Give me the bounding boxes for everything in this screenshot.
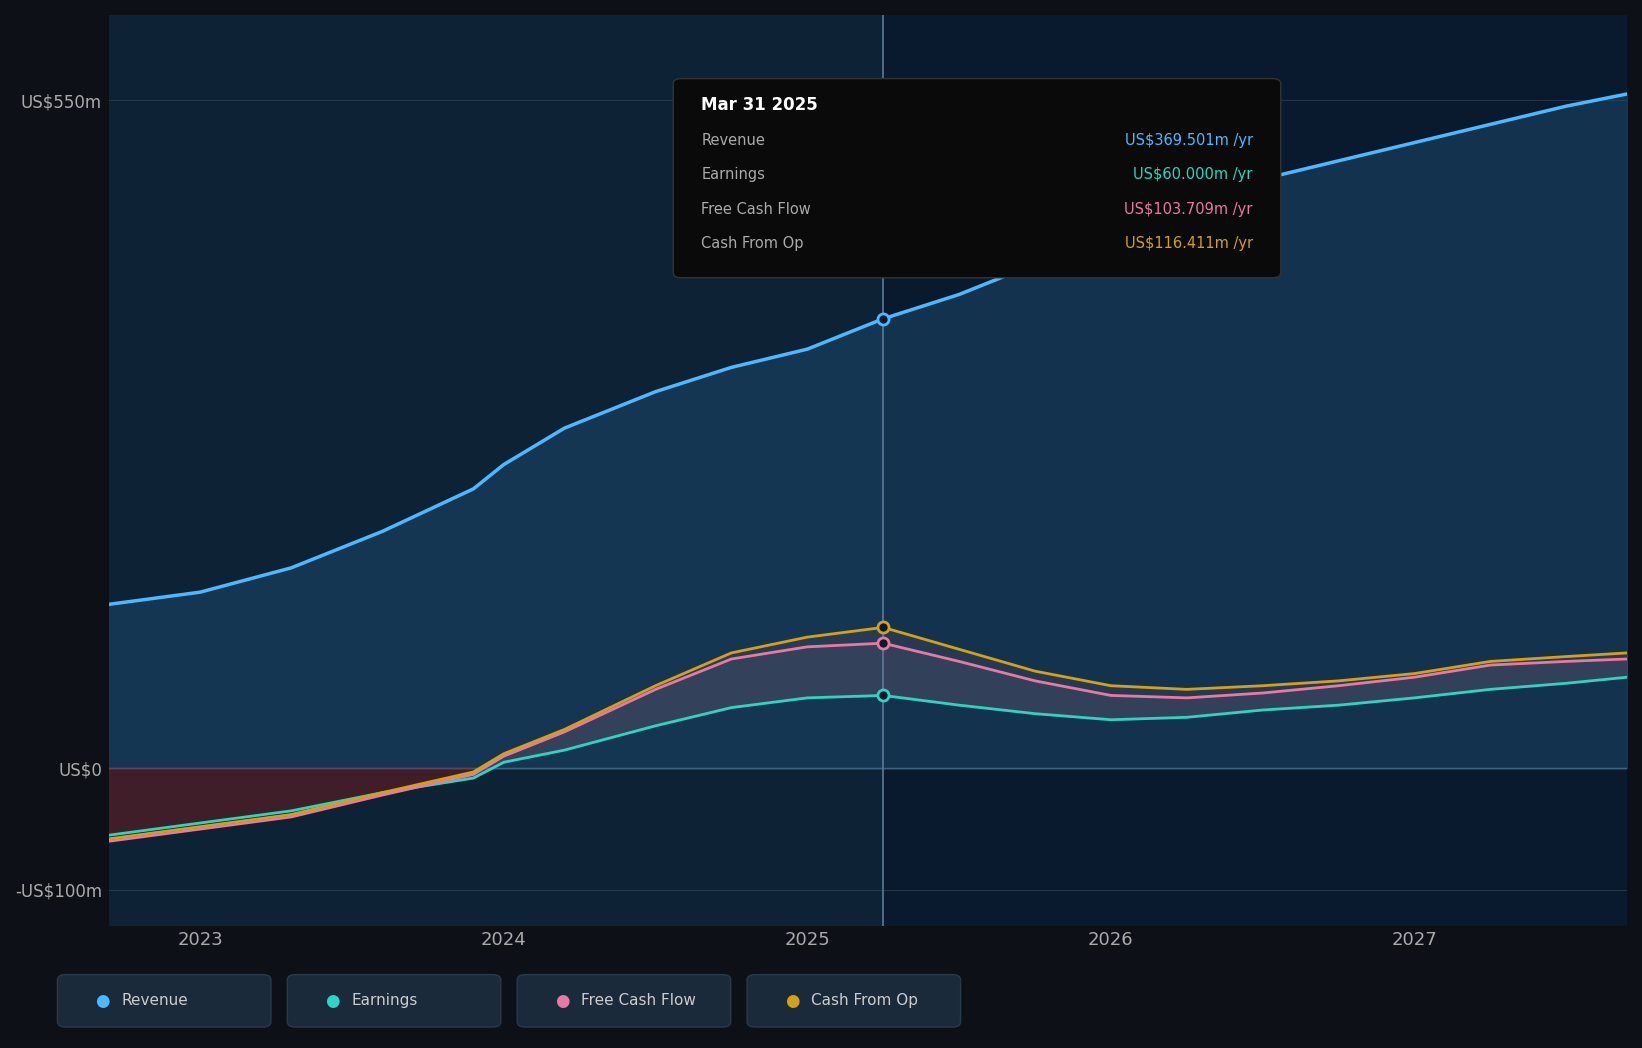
Bar xyxy=(108,15,883,926)
Text: Free Cash Flow: Free Cash Flow xyxy=(701,202,811,217)
Text: ●: ● xyxy=(95,991,110,1010)
Text: Mar 31 2025: Mar 31 2025 xyxy=(701,96,818,114)
Text: US$60.000m /yr: US$60.000m /yr xyxy=(1133,168,1253,182)
Text: ●: ● xyxy=(555,991,570,1010)
Text: Earnings: Earnings xyxy=(701,168,765,182)
Text: US$116.411m /yr: US$116.411m /yr xyxy=(1125,237,1253,252)
Text: ●: ● xyxy=(785,991,800,1010)
Text: Cash From Op: Cash From Op xyxy=(811,994,918,1008)
Bar xyxy=(883,15,1627,926)
Text: Revenue: Revenue xyxy=(122,994,189,1008)
Text: Revenue: Revenue xyxy=(701,133,765,148)
Text: Cash From Op: Cash From Op xyxy=(701,237,803,252)
Text: Earnings: Earnings xyxy=(351,994,417,1008)
Text: US$369.501m /yr: US$369.501m /yr xyxy=(1125,133,1253,148)
Text: Past: Past xyxy=(832,113,877,131)
Text: Free Cash Flow: Free Cash Flow xyxy=(581,994,696,1008)
Text: ●: ● xyxy=(325,991,340,1010)
Text: Analysts Forecasts: Analysts Forecasts xyxy=(898,113,1066,131)
Text: US$103.709m /yr: US$103.709m /yr xyxy=(1125,202,1253,217)
